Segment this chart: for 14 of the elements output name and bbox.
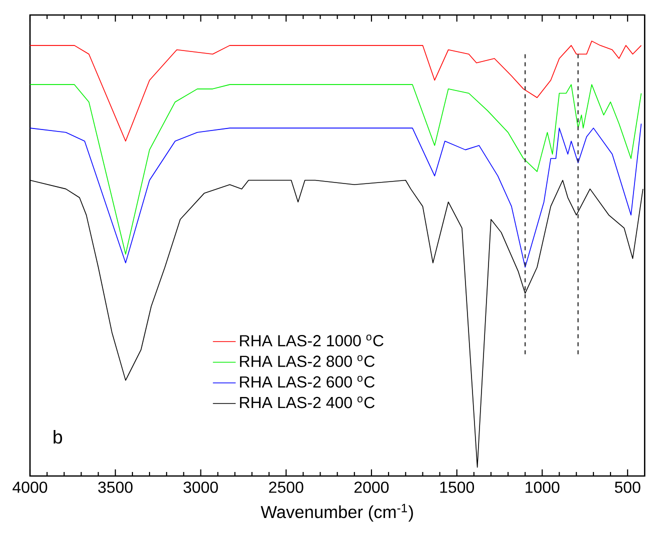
legend-label: RHA LAS-2 600 $^{o}$C (240, 376, 375, 388)
x-tick-label: 2000 (354, 482, 389, 493)
annotation: b (54, 430, 62, 444)
x-tick-label: 3500 (98, 482, 133, 493)
legend-label: RHA LAS-2 800 $^{o}$C (240, 355, 375, 367)
x-axis-title: Wavenumber (cm$^{-1}$) (260, 504, 413, 522)
legend-label: RHA LAS-2 1000 $^{o}$C (240, 334, 384, 346)
x-tick-label: 500 (614, 482, 640, 493)
x-tick-label: 1500 (440, 482, 474, 493)
x-tick-label: 1000 (526, 482, 560, 493)
x-tick-label: 3000 (184, 482, 218, 493)
x-tick-label: 2500 (269, 482, 304, 493)
legend-label: RHA LAS-2 400 $^{o}$C (240, 396, 375, 408)
x-tick-label: 4000 (12, 482, 48, 493)
